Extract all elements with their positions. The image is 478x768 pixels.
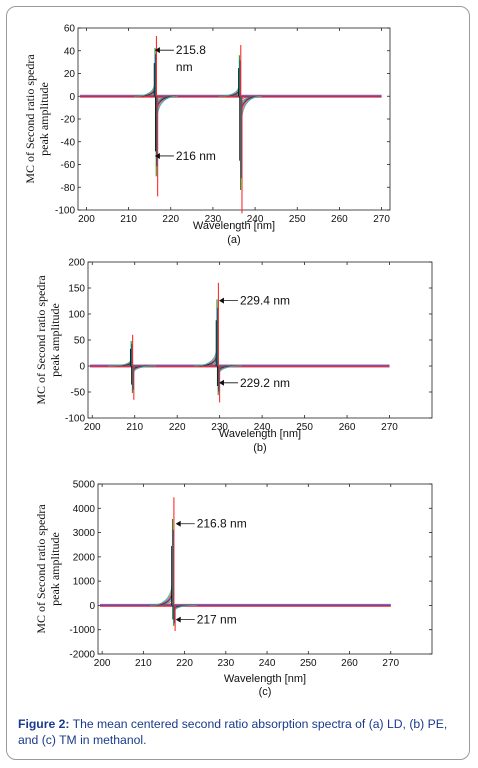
y-tick-label: 150 (68, 284, 85, 295)
y-tick-label: 200 (68, 258, 85, 269)
y-tick-label: 0 (79, 362, 85, 373)
x-tick-label: 250 (296, 422, 313, 433)
y-tick-label: 60 (64, 24, 76, 35)
y-tick-label: 0 (89, 601, 95, 612)
x-tick-label: 260 (339, 422, 356, 433)
x-tick-label: 200 (78, 214, 95, 225)
x-tick-label: 260 (331, 214, 348, 225)
caption-text: The mean centered second ratio absorptio… (18, 717, 448, 747)
x-axis-label: Wavelength [nm] (193, 220, 275, 232)
y-axis-label-line: MC of Second ratio spedra (34, 504, 48, 634)
x-axis-label: Wavelength [nm] (219, 428, 301, 440)
y-tick-label: 50 (74, 336, 86, 347)
plot-frame (97, 483, 433, 655)
y-tick-label: 5000 (73, 480, 96, 491)
x-tick-label: 210 (126, 422, 143, 433)
y-tick-label: -100 (55, 206, 75, 217)
x-tick-label: 250 (289, 214, 306, 225)
x-tick-label: 220 (176, 658, 193, 669)
y-axis-label: MC of Second ratio spedrapeak amplitude (34, 275, 62, 405)
y-tick-label: 100 (68, 310, 85, 321)
annotation-arrowhead (218, 379, 224, 386)
y-tick-label: 4000 (73, 504, 96, 515)
y-tick-label: -20 (61, 115, 76, 126)
y-tick-label: -100 (65, 414, 85, 425)
x-tick-label: 240 (254, 422, 271, 433)
x-tick-label: 210 (120, 214, 137, 225)
annotation-label: 216.8 nm (197, 517, 247, 531)
y-tick-label: 0 (69, 92, 75, 103)
panel-label: (a) (227, 234, 240, 246)
annotation-label: 217 nm (197, 613, 237, 627)
x-tick-label: 230 (211, 422, 228, 433)
y-tick-label: -60 (61, 160, 76, 171)
x-axis-label: Wavelength [nm] (224, 673, 306, 685)
x-tick-label: 240 (247, 214, 264, 225)
panel-label: (c) (259, 686, 272, 698)
y-tick-label: 3000 (73, 528, 96, 539)
annotation-label: 215.8 (176, 43, 206, 57)
y-tick-label: -1000 (69, 625, 95, 636)
y-axis-label-line: MC of Second ratio spedra (34, 275, 48, 405)
x-tick-label: 270 (381, 422, 398, 433)
panel-label: (b) (253, 442, 266, 454)
x-tick-label: 230 (205, 214, 222, 225)
y-axis-label-line: peak amplitude (48, 532, 62, 606)
y-tick-label: -50 (71, 388, 86, 399)
y-axis-label-line: peak amplitude (37, 82, 51, 156)
x-tick-label: 210 (135, 658, 152, 669)
annotation-arrowhead (154, 152, 160, 159)
figure-caption: Figure 2: The mean centered second ratio… (18, 716, 462, 748)
annotation-label: 229.4 nm (240, 294, 290, 308)
x-tick-label: 220 (169, 422, 186, 433)
y-tick-label: -40 (61, 137, 76, 148)
x-tick-label: 200 (84, 422, 101, 433)
annotation-arrowhead (218, 297, 224, 304)
y-tick-label: 40 (64, 46, 76, 57)
plot-frame (87, 261, 433, 419)
annotation-arrowhead (175, 520, 181, 527)
annotation-label: nm (176, 60, 193, 74)
x-tick-label: 250 (300, 658, 317, 669)
annotation-arrowhead (154, 47, 160, 54)
y-axis-label: MC of Second ratio spedrapeak amplitude (34, 504, 62, 634)
plot-frame (77, 27, 391, 211)
y-axis-label: MC of Second ratio spedrapeak amplitude (23, 54, 51, 184)
x-tick-label: 260 (341, 658, 358, 669)
x-tick-label: 270 (382, 658, 399, 669)
y-tick-label: -2000 (69, 650, 95, 661)
annotation-label: 216 nm (176, 149, 216, 163)
x-tick-label: 270 (373, 214, 390, 225)
y-tick-label: 20 (64, 69, 76, 80)
x-tick-label: 240 (259, 658, 276, 669)
annotation-label: 229.2 nm (240, 376, 290, 390)
caption-label: Figure 2: (18, 717, 70, 731)
x-tick-label: 220 (162, 214, 179, 225)
y-axis-label-line: MC of Second ratio spedra (23, 54, 37, 184)
x-tick-label: 200 (94, 658, 111, 669)
figure-frame (6, 6, 470, 760)
y-tick-label: 2000 (73, 552, 96, 563)
annotation-arrowhead (175, 616, 181, 623)
y-tick-label: 1000 (73, 577, 96, 588)
x-tick-label: 230 (217, 658, 234, 669)
y-tick-label: -80 (61, 183, 76, 194)
y-axis-label-line: peak amplitude (48, 303, 62, 377)
